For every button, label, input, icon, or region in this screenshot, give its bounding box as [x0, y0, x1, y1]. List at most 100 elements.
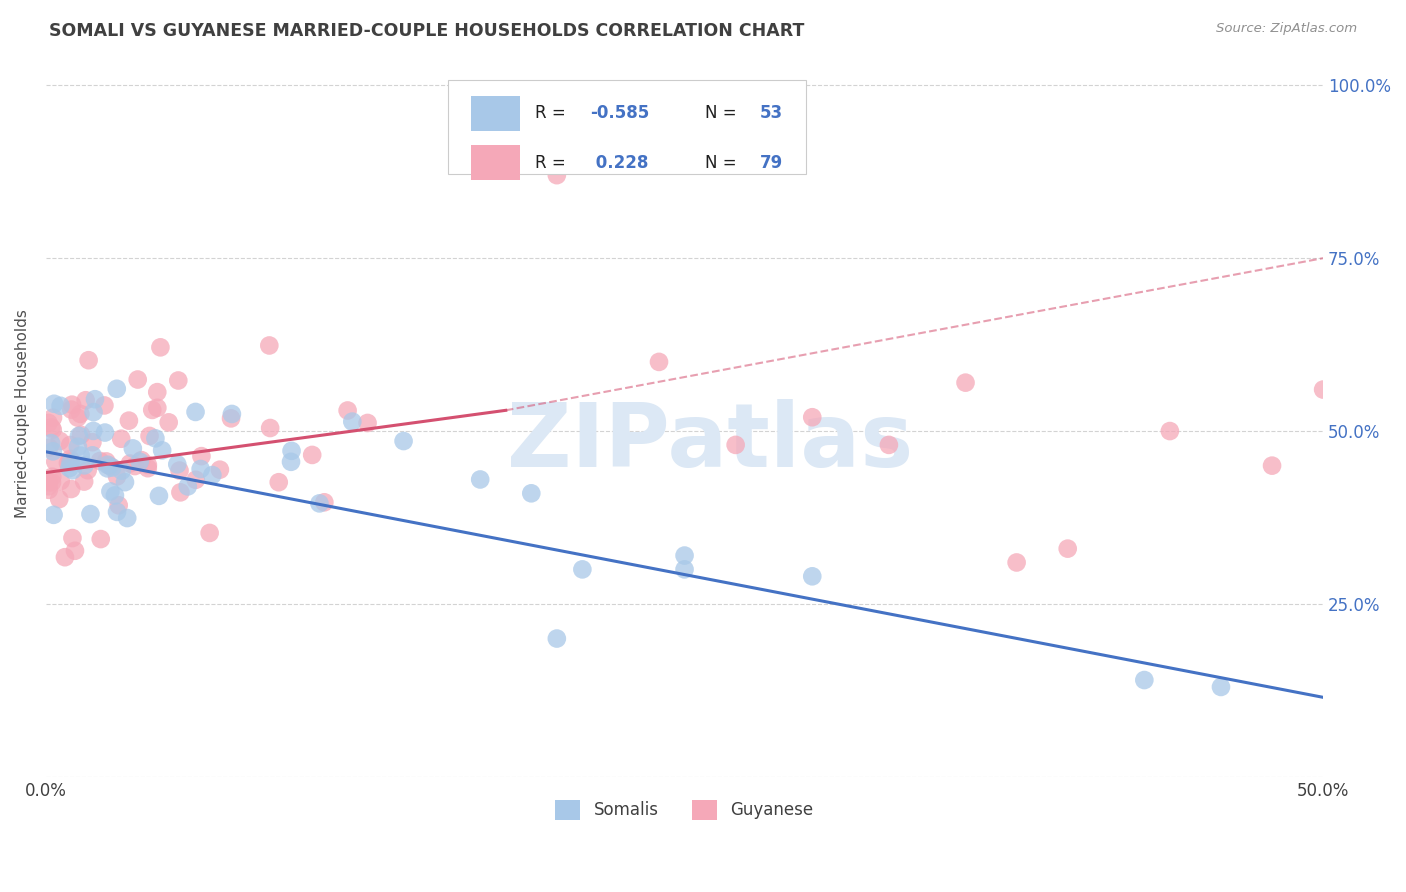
Text: -0.585: -0.585 [591, 104, 650, 122]
Point [356, 416, 378, 430]
Point [41, 423, 63, 437]
Point [546, 168, 568, 182]
Point [105, 469, 128, 483]
Point [167, 374, 190, 388]
Point [308, 496, 330, 510]
FancyBboxPatch shape [449, 79, 806, 174]
Point [648, 355, 671, 369]
Point [314, 495, 336, 509]
Point [97, 458, 120, 472]
Point [146, 401, 169, 415]
Point [114, 475, 136, 490]
Point [105, 505, 128, 519]
Point [83, 405, 105, 419]
Point [801, 569, 824, 583]
Point [546, 632, 568, 646]
Point [49, 474, 72, 488]
Point [280, 455, 302, 469]
Point [141, 403, 163, 417]
Point [105, 382, 128, 396]
Point [70, 427, 93, 442]
Text: Source: ZipAtlas.com: Source: ZipAtlas.com [1216, 22, 1357, 36]
Point [60, 398, 83, 412]
Text: N =: N = [704, 153, 742, 171]
Text: N =: N = [704, 104, 742, 122]
Point [96, 461, 118, 475]
Point [801, 410, 824, 425]
Point [724, 438, 747, 452]
Point [42, 410, 65, 425]
Legend: Somalis, Guyanese: Somalis, Guyanese [548, 793, 820, 827]
Point [955, 376, 977, 390]
Point [107, 498, 129, 512]
Point [146, 385, 169, 400]
Point [38, 479, 60, 493]
Point [98, 458, 121, 473]
Point [136, 461, 159, 475]
Point [38, 483, 60, 497]
Point [101, 460, 124, 475]
Point [89, 454, 111, 468]
Point [60, 482, 83, 496]
Point [1209, 680, 1232, 694]
Point [169, 485, 191, 500]
Point [38, 441, 60, 455]
FancyBboxPatch shape [471, 145, 520, 180]
Point [90, 532, 112, 546]
Point [136, 458, 159, 472]
Point [520, 486, 543, 500]
Point [190, 449, 212, 463]
Point [62, 531, 84, 545]
Point [93, 399, 115, 413]
Point [84, 392, 107, 407]
Point [42, 444, 65, 458]
Point [73, 475, 96, 489]
Point [60, 402, 83, 417]
Point [59, 456, 82, 470]
Point [82, 435, 104, 450]
Point [111, 464, 134, 478]
Point [38, 475, 60, 489]
Point [145, 431, 167, 445]
Point [118, 457, 141, 471]
Point [82, 424, 104, 438]
Point [124, 458, 146, 473]
Point [1312, 383, 1334, 397]
Text: ZIPatlas: ZIPatlas [508, 400, 914, 486]
Point [280, 443, 302, 458]
Point [673, 549, 696, 563]
Point [121, 442, 143, 456]
Y-axis label: Married-couple Households: Married-couple Households [15, 310, 30, 518]
Point [104, 488, 127, 502]
Point [53, 550, 76, 565]
Text: 79: 79 [759, 153, 783, 171]
Point [63, 543, 86, 558]
Point [115, 511, 138, 525]
Point [177, 479, 200, 493]
Point [131, 453, 153, 467]
Point [392, 434, 415, 448]
Point [342, 415, 364, 429]
Point [138, 429, 160, 443]
Point [41, 420, 63, 434]
Point [157, 415, 180, 429]
Point [49, 434, 72, 448]
Point [60, 454, 83, 468]
Point [79, 507, 101, 521]
Point [219, 411, 242, 425]
Point [128, 455, 150, 469]
Point [77, 353, 100, 368]
Point [49, 399, 72, 413]
Point [76, 463, 98, 477]
Text: R =: R = [536, 153, 571, 171]
Point [94, 425, 117, 440]
Point [1159, 424, 1181, 438]
Point [336, 403, 359, 417]
Point [48, 492, 70, 507]
Point [208, 463, 231, 477]
Point [169, 464, 191, 478]
Text: 53: 53 [759, 104, 783, 122]
Point [62, 463, 84, 477]
Point [184, 473, 207, 487]
Point [673, 562, 696, 576]
